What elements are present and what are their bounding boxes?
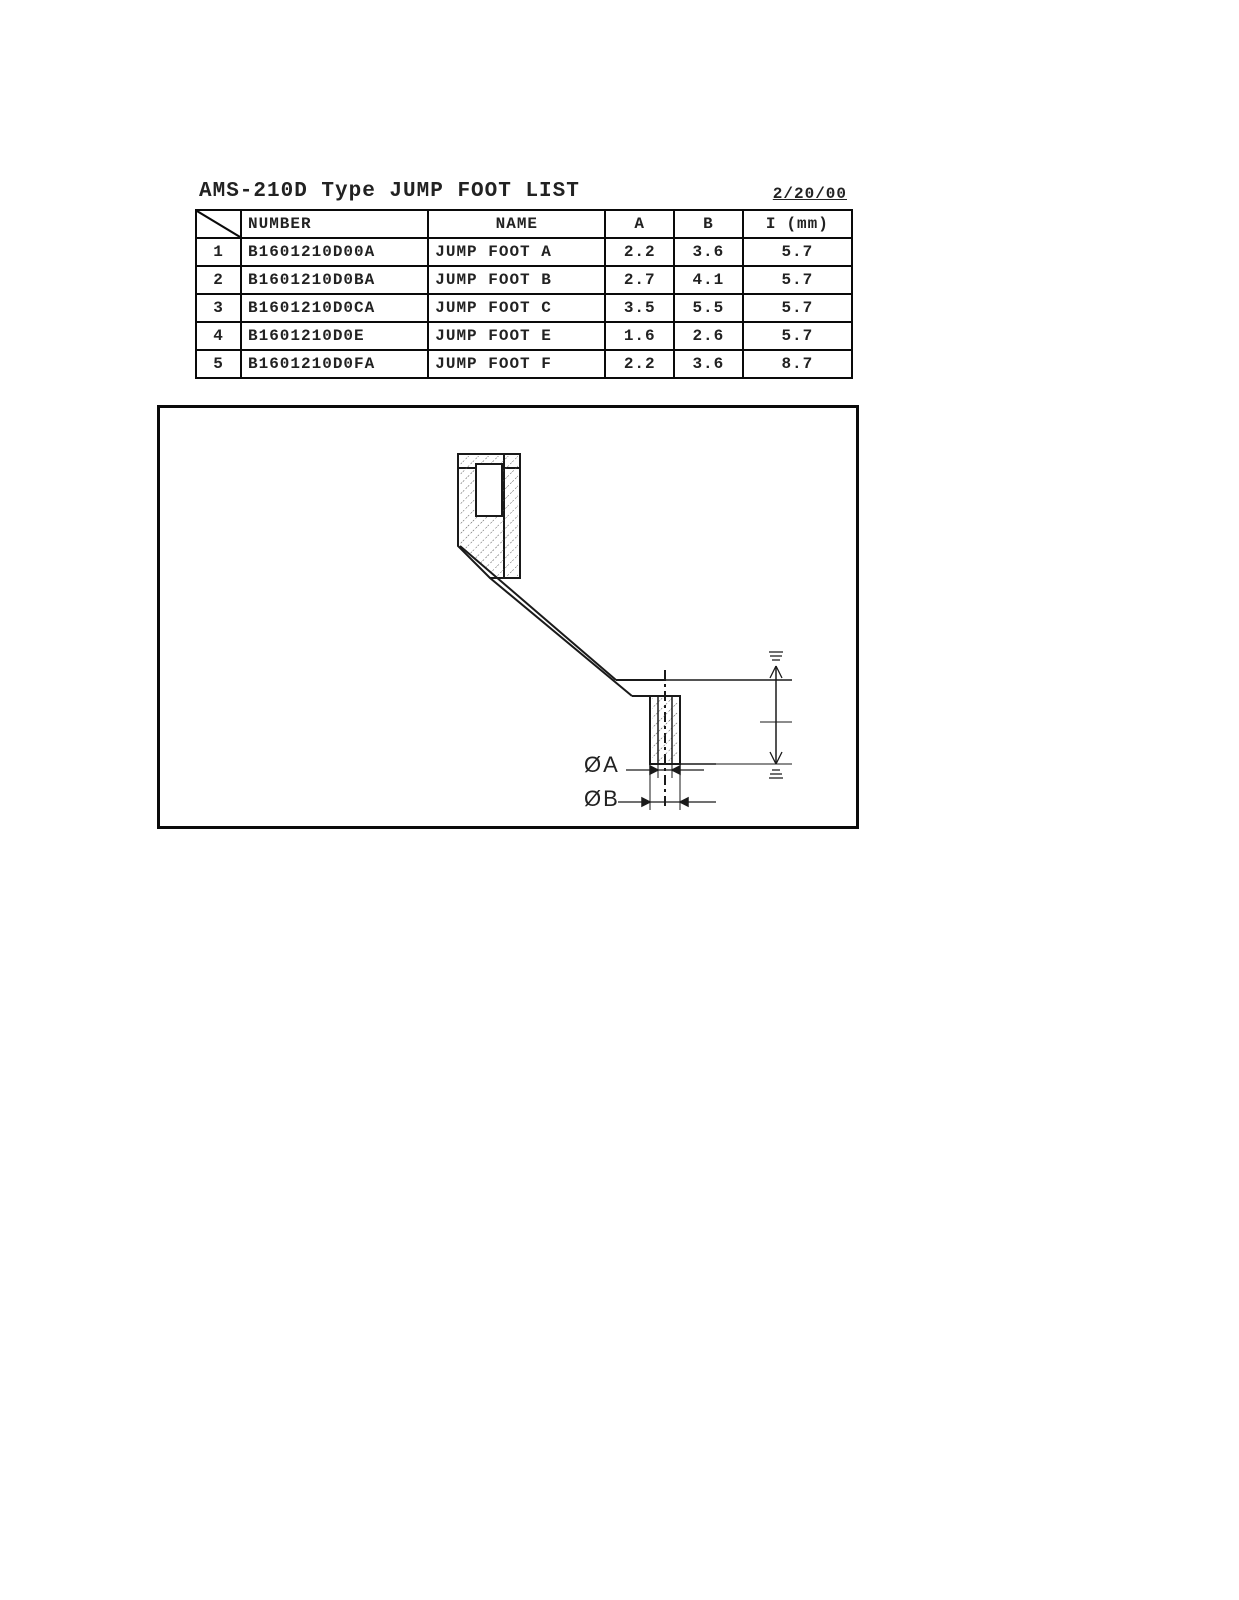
cell-i: 5.7 xyxy=(743,238,852,266)
cell-i: 5.7 xyxy=(743,322,852,350)
cell-i: 5.7 xyxy=(743,294,852,322)
date: 2/20/00 xyxy=(773,185,847,203)
cell-b: 2.6 xyxy=(674,322,743,350)
cell-name: JUMP FOOT A xyxy=(428,238,605,266)
cell-idx: 4 xyxy=(196,322,241,350)
header-unit: (mm) xyxy=(786,215,828,233)
cell-number: B1601210D0FA xyxy=(241,350,428,378)
cell-idx: 5 xyxy=(196,350,241,378)
table-row: 1 B1601210D00A JUMP FOOT A 2.2 3.6 5.7 xyxy=(196,238,852,266)
cell-number: B1601210D0BA xyxy=(241,266,428,294)
cell-idx: 1 xyxy=(196,238,241,266)
header-i: I (mm) xyxy=(743,210,852,238)
header-name: NAME xyxy=(428,210,605,238)
table-row: 5 B1601210D0FA JUMP FOOT F 2.2 3.6 8.7 xyxy=(196,350,852,378)
cell-name: JUMP FOOT C xyxy=(428,294,605,322)
cell-b: 3.6 xyxy=(674,350,743,378)
cell-i: 8.7 xyxy=(743,350,852,378)
table-header-row: NUMBER NAME A B I (mm) xyxy=(196,210,852,238)
cell-b: 3.6 xyxy=(674,238,743,266)
parts-table: NUMBER NAME A B I (mm) 1 B1601210D00A JU… xyxy=(195,209,853,379)
cell-number: B1601210D00A xyxy=(241,238,428,266)
header-row: AMS-210D Type JUMP FOOT LIST 2/20/00 xyxy=(195,180,855,203)
table-row: 4 B1601210D0E JUMP FOOT E 1.6 2.6 5.7 xyxy=(196,322,852,350)
header-diagonal-cell xyxy=(196,210,241,238)
header-b: B xyxy=(674,210,743,238)
cell-number: B1601210D0E xyxy=(241,322,428,350)
cell-idx: 3 xyxy=(196,294,241,322)
page: AMS-210D Type JUMP FOOT LIST 2/20/00 NUM… xyxy=(0,0,1239,1600)
table-body: 1 B1601210D00A JUMP FOOT A 2.2 3.6 5.7 2… xyxy=(196,238,852,378)
cell-b: 4.1 xyxy=(674,266,743,294)
jump-foot-diagram xyxy=(160,408,856,826)
page-title: AMS-210D Type JUMP FOOT LIST xyxy=(195,180,773,203)
header-number: NUMBER xyxy=(241,210,428,238)
cell-name: JUMP FOOT E xyxy=(428,322,605,350)
table-row: 2 B1601210D0BA JUMP FOOT B 2.7 4.1 5.7 xyxy=(196,266,852,294)
header-i-label: I xyxy=(766,215,777,233)
header-a: A xyxy=(605,210,674,238)
figure-box: ØA ØB xyxy=(157,405,859,829)
cell-b: 5.5 xyxy=(674,294,743,322)
cell-a: 2.2 xyxy=(605,350,674,378)
dim-label-b: ØB xyxy=(584,786,620,812)
dim-label-a: ØA xyxy=(584,752,620,778)
cell-idx: 2 xyxy=(196,266,241,294)
cell-a: 2.7 xyxy=(605,266,674,294)
cell-a: 1.6 xyxy=(605,322,674,350)
cell-i: 5.7 xyxy=(743,266,852,294)
table-row: 3 B1601210D0CA JUMP FOOT C 3.5 5.5 5.7 xyxy=(196,294,852,322)
cell-a: 2.2 xyxy=(605,238,674,266)
cell-number: B1601210D0CA xyxy=(241,294,428,322)
cell-name: JUMP FOOT F xyxy=(428,350,605,378)
cell-name: JUMP FOOT B xyxy=(428,266,605,294)
cell-a: 3.5 xyxy=(605,294,674,322)
